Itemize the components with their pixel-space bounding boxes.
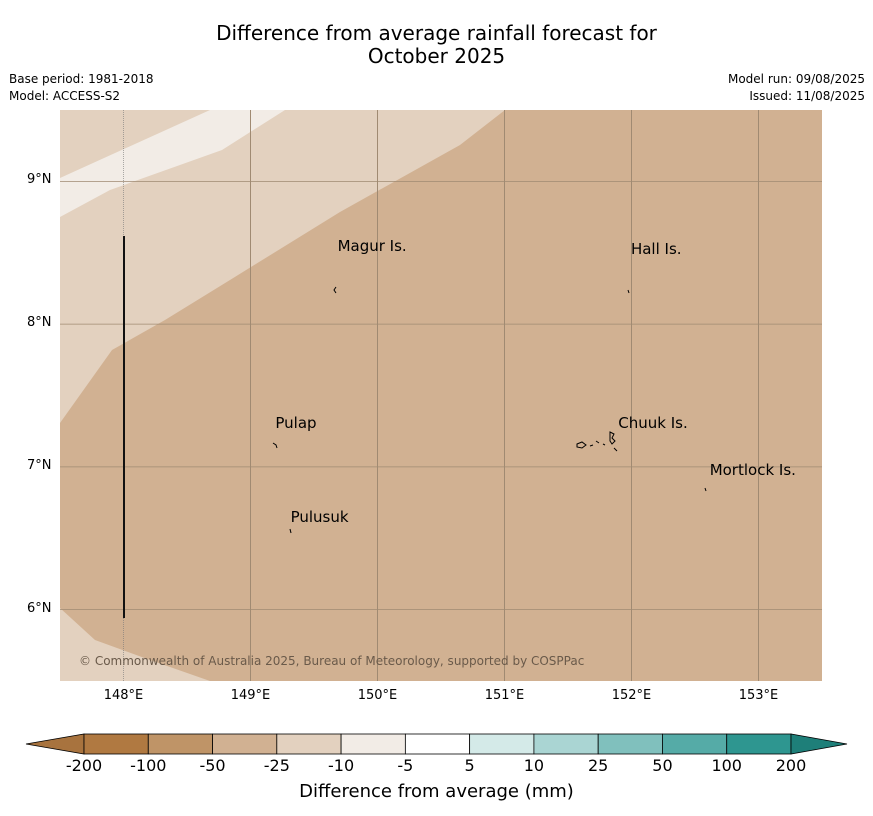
colorbar-tick-label: 25 (587, 756, 609, 775)
colorbar-tick-label: -25 (263, 756, 290, 775)
colorbar-segment (83, 733, 149, 755)
magur-island-shape (333, 286, 337, 294)
model-run-text: Model run: 09/08/2025 (727, 72, 865, 86)
colorbar-tick-label: -200 (65, 756, 103, 775)
colorbar-segment (212, 733, 278, 755)
map-title-line2: October 2025 (367, 44, 506, 68)
colorbar-title: Difference from average (mm) (299, 781, 574, 802)
colorbar-tick-label: 50 (652, 756, 673, 775)
issued-text: Issued: 11/08/2025 (749, 89, 865, 103)
colorbar-segment (533, 733, 599, 755)
colorbar-segment (469, 733, 535, 755)
place-label: Pulap (275, 413, 317, 432)
place-label: Chuuk Is. (618, 413, 688, 432)
colorbar-segment (404, 733, 471, 755)
region-minus10-to-minus25-north (60, 110, 505, 423)
latitude-label: 8°N (27, 315, 52, 331)
colorbar-extend-low (25, 733, 85, 755)
hall-island-shape (627, 289, 630, 294)
meta-right: Model run: 09/08/2025 Issued: 11/08/2025 (728, 71, 865, 105)
island-outlines (272, 286, 707, 534)
region-minus10-to-minus25-south (60, 608, 210, 681)
pulap-island-shape (272, 442, 278, 449)
colorbar-tick-label: 200 (775, 756, 807, 775)
place-label: Pulusuk (290, 507, 349, 526)
place-label: Hall Is. (630, 239, 682, 258)
latitude-label: 9°N (27, 172, 52, 188)
colorbar-tick-label: -10 (328, 756, 355, 775)
colorbar-tick-label: 100 (711, 756, 742, 775)
longitude-label: 150°E (357, 688, 398, 703)
copyright-notice: © Commonwealth of Australia 2025, Bureau… (79, 654, 585, 668)
colorbar-tick-label: -5 (397, 756, 414, 775)
chuuk-lagoon-shape (576, 431, 618, 452)
colorbar-segment (726, 733, 792, 755)
meta-left: Base period: 1981-2018 Model: ACCESS-S2 (9, 71, 154, 105)
colorbar-segment (662, 733, 728, 755)
latitude-label: 6°N (27, 600, 52, 616)
colorbar-tick-label: 5 (464, 756, 475, 775)
colorbar-segment (340, 733, 406, 755)
mortlock-island-shape (704, 487, 707, 492)
longitude-label: 149°E (230, 688, 271, 703)
base-period-text: Base period: 1981-2018 (9, 72, 154, 86)
colorbar-extend-high (790, 733, 848, 755)
colorbar (25, 733, 848, 755)
colorbar-tick-label: -50 (199, 756, 226, 775)
map-title-line1: Difference from average rainfall forecas… (216, 21, 657, 45)
place-label: Magur Is. (337, 236, 407, 255)
longitude-label: 152°E (611, 688, 652, 703)
longitude-label: 151°E (484, 688, 525, 703)
map-title: Difference from average rainfall forecas… (0, 22, 873, 68)
model-text: Model: ACCESS-S2 (9, 89, 121, 103)
colorbar-segment (276, 733, 342, 755)
longitude-label: 148°E (103, 688, 144, 703)
region-minus5-to-minus10 (60, 110, 285, 217)
colorbar-segment (597, 733, 663, 755)
pulusuk-island-shape (289, 528, 292, 534)
colorbar-tick-label: -100 (130, 756, 167, 775)
colorbar-tick-label: 10 (523, 756, 545, 775)
graticule (60, 110, 822, 681)
place-label: Mortlock Is. (709, 460, 796, 479)
colorbar-segment (147, 733, 213, 755)
latitude-label: 7°N (27, 457, 52, 473)
longitude-label: 153°E (738, 688, 779, 703)
